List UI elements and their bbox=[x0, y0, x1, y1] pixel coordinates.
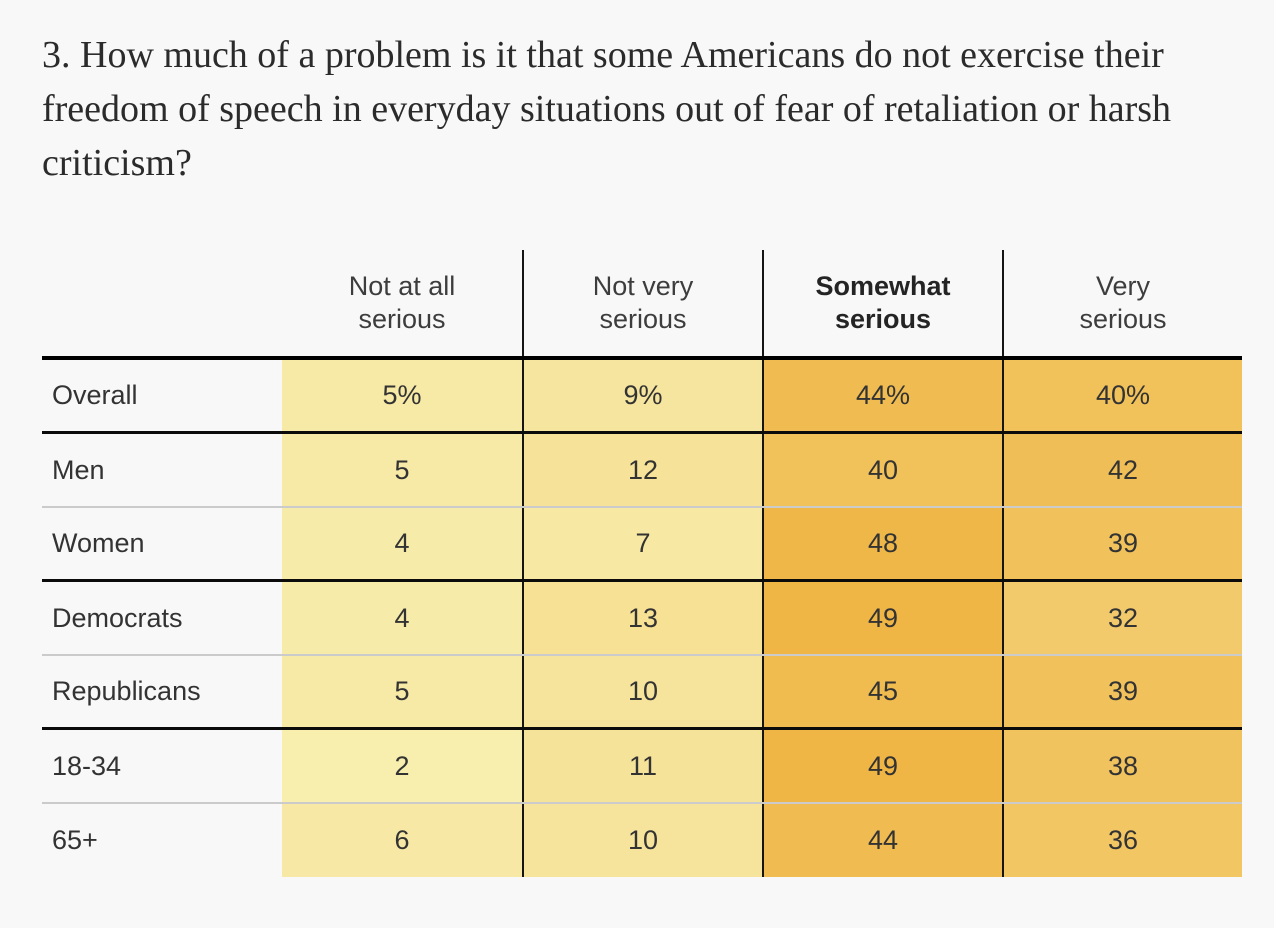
header-line: Not very bbox=[592, 271, 694, 301]
header-line: serious bbox=[358, 304, 446, 334]
value-cell: 40% bbox=[1002, 360, 1242, 431]
table-row-men: Men 5 12 40 42 bbox=[42, 434, 1242, 508]
header-row: Not at all serious Not very serious Some… bbox=[42, 250, 1242, 360]
header-line: Not at all bbox=[348, 271, 456, 301]
value-cell: 48 bbox=[762, 508, 1002, 579]
value-cell: 5% bbox=[282, 360, 522, 431]
table-row-overall: Overall 5% 9% 44% 40% bbox=[42, 360, 1242, 434]
value-cell: 9% bbox=[522, 360, 762, 431]
corner-cell bbox=[42, 250, 282, 356]
value-cell: 13 bbox=[522, 582, 762, 654]
value-cell: 39 bbox=[1002, 508, 1242, 579]
column-header-not-very-serious: Not very serious bbox=[522, 250, 762, 356]
value-cell: 5 bbox=[282, 656, 522, 727]
value-cell: 44% bbox=[762, 360, 1002, 431]
results-table: Not at all serious Not very serious Some… bbox=[42, 250, 1242, 877]
value-cell: 4 bbox=[282, 582, 522, 654]
value-cell: 49 bbox=[762, 582, 1002, 654]
header-line: Very bbox=[1095, 271, 1151, 301]
value-cell: 49 bbox=[762, 730, 1002, 802]
value-cell: 10 bbox=[522, 804, 762, 877]
value-cell: 39 bbox=[1002, 656, 1242, 727]
table-row-republicans: Republicans 5 10 45 39 bbox=[42, 656, 1242, 730]
value-cell: 5 bbox=[282, 434, 522, 506]
value-cell: 38 bbox=[1002, 730, 1242, 802]
value-cell: 10 bbox=[522, 656, 762, 727]
question-title: 3. How much of a problem is it that some… bbox=[42, 34, 1172, 184]
row-label: Women bbox=[52, 528, 145, 558]
header-line: serious bbox=[834, 304, 932, 334]
column-header-very-serious: Very serious bbox=[1002, 250, 1242, 356]
value-cell: 7 bbox=[522, 508, 762, 579]
value-cell: 36 bbox=[1002, 804, 1242, 877]
header-line: serious bbox=[1079, 304, 1167, 334]
table-row-65-plus: 65+ 6 10 44 36 bbox=[42, 804, 1242, 877]
value-cell: 2 bbox=[282, 730, 522, 802]
column-header-somewhat-serious: Somewhat serious bbox=[762, 250, 1002, 356]
table-row-democrats: Democrats 4 13 49 32 bbox=[42, 582, 1242, 656]
header-line: serious bbox=[599, 304, 687, 334]
header-line: Somewhat bbox=[815, 271, 951, 301]
value-cell: 42 bbox=[1002, 434, 1242, 506]
value-cell: 11 bbox=[522, 730, 762, 802]
value-cell: 45 bbox=[762, 656, 1002, 727]
column-header-not-at-all-serious: Not at all serious bbox=[282, 250, 522, 356]
row-label: Democrats bbox=[52, 602, 183, 633]
value-cell: 4 bbox=[282, 508, 522, 579]
row-label: 65+ bbox=[52, 825, 98, 855]
row-label: Men bbox=[52, 454, 105, 485]
table-row-18-34: 18-34 2 11 49 38 bbox=[42, 730, 1242, 804]
row-label: Overall bbox=[52, 380, 138, 410]
value-cell: 6 bbox=[282, 804, 522, 877]
value-cell: 12 bbox=[522, 434, 762, 506]
table-row-women: Women 4 7 48 39 bbox=[42, 508, 1242, 582]
row-label: 18-34 bbox=[52, 750, 122, 781]
value-cell: 40 bbox=[762, 434, 1002, 506]
value-cell: 44 bbox=[762, 804, 1002, 877]
value-cell: 32 bbox=[1002, 582, 1242, 654]
row-label: Republicans bbox=[52, 676, 201, 706]
